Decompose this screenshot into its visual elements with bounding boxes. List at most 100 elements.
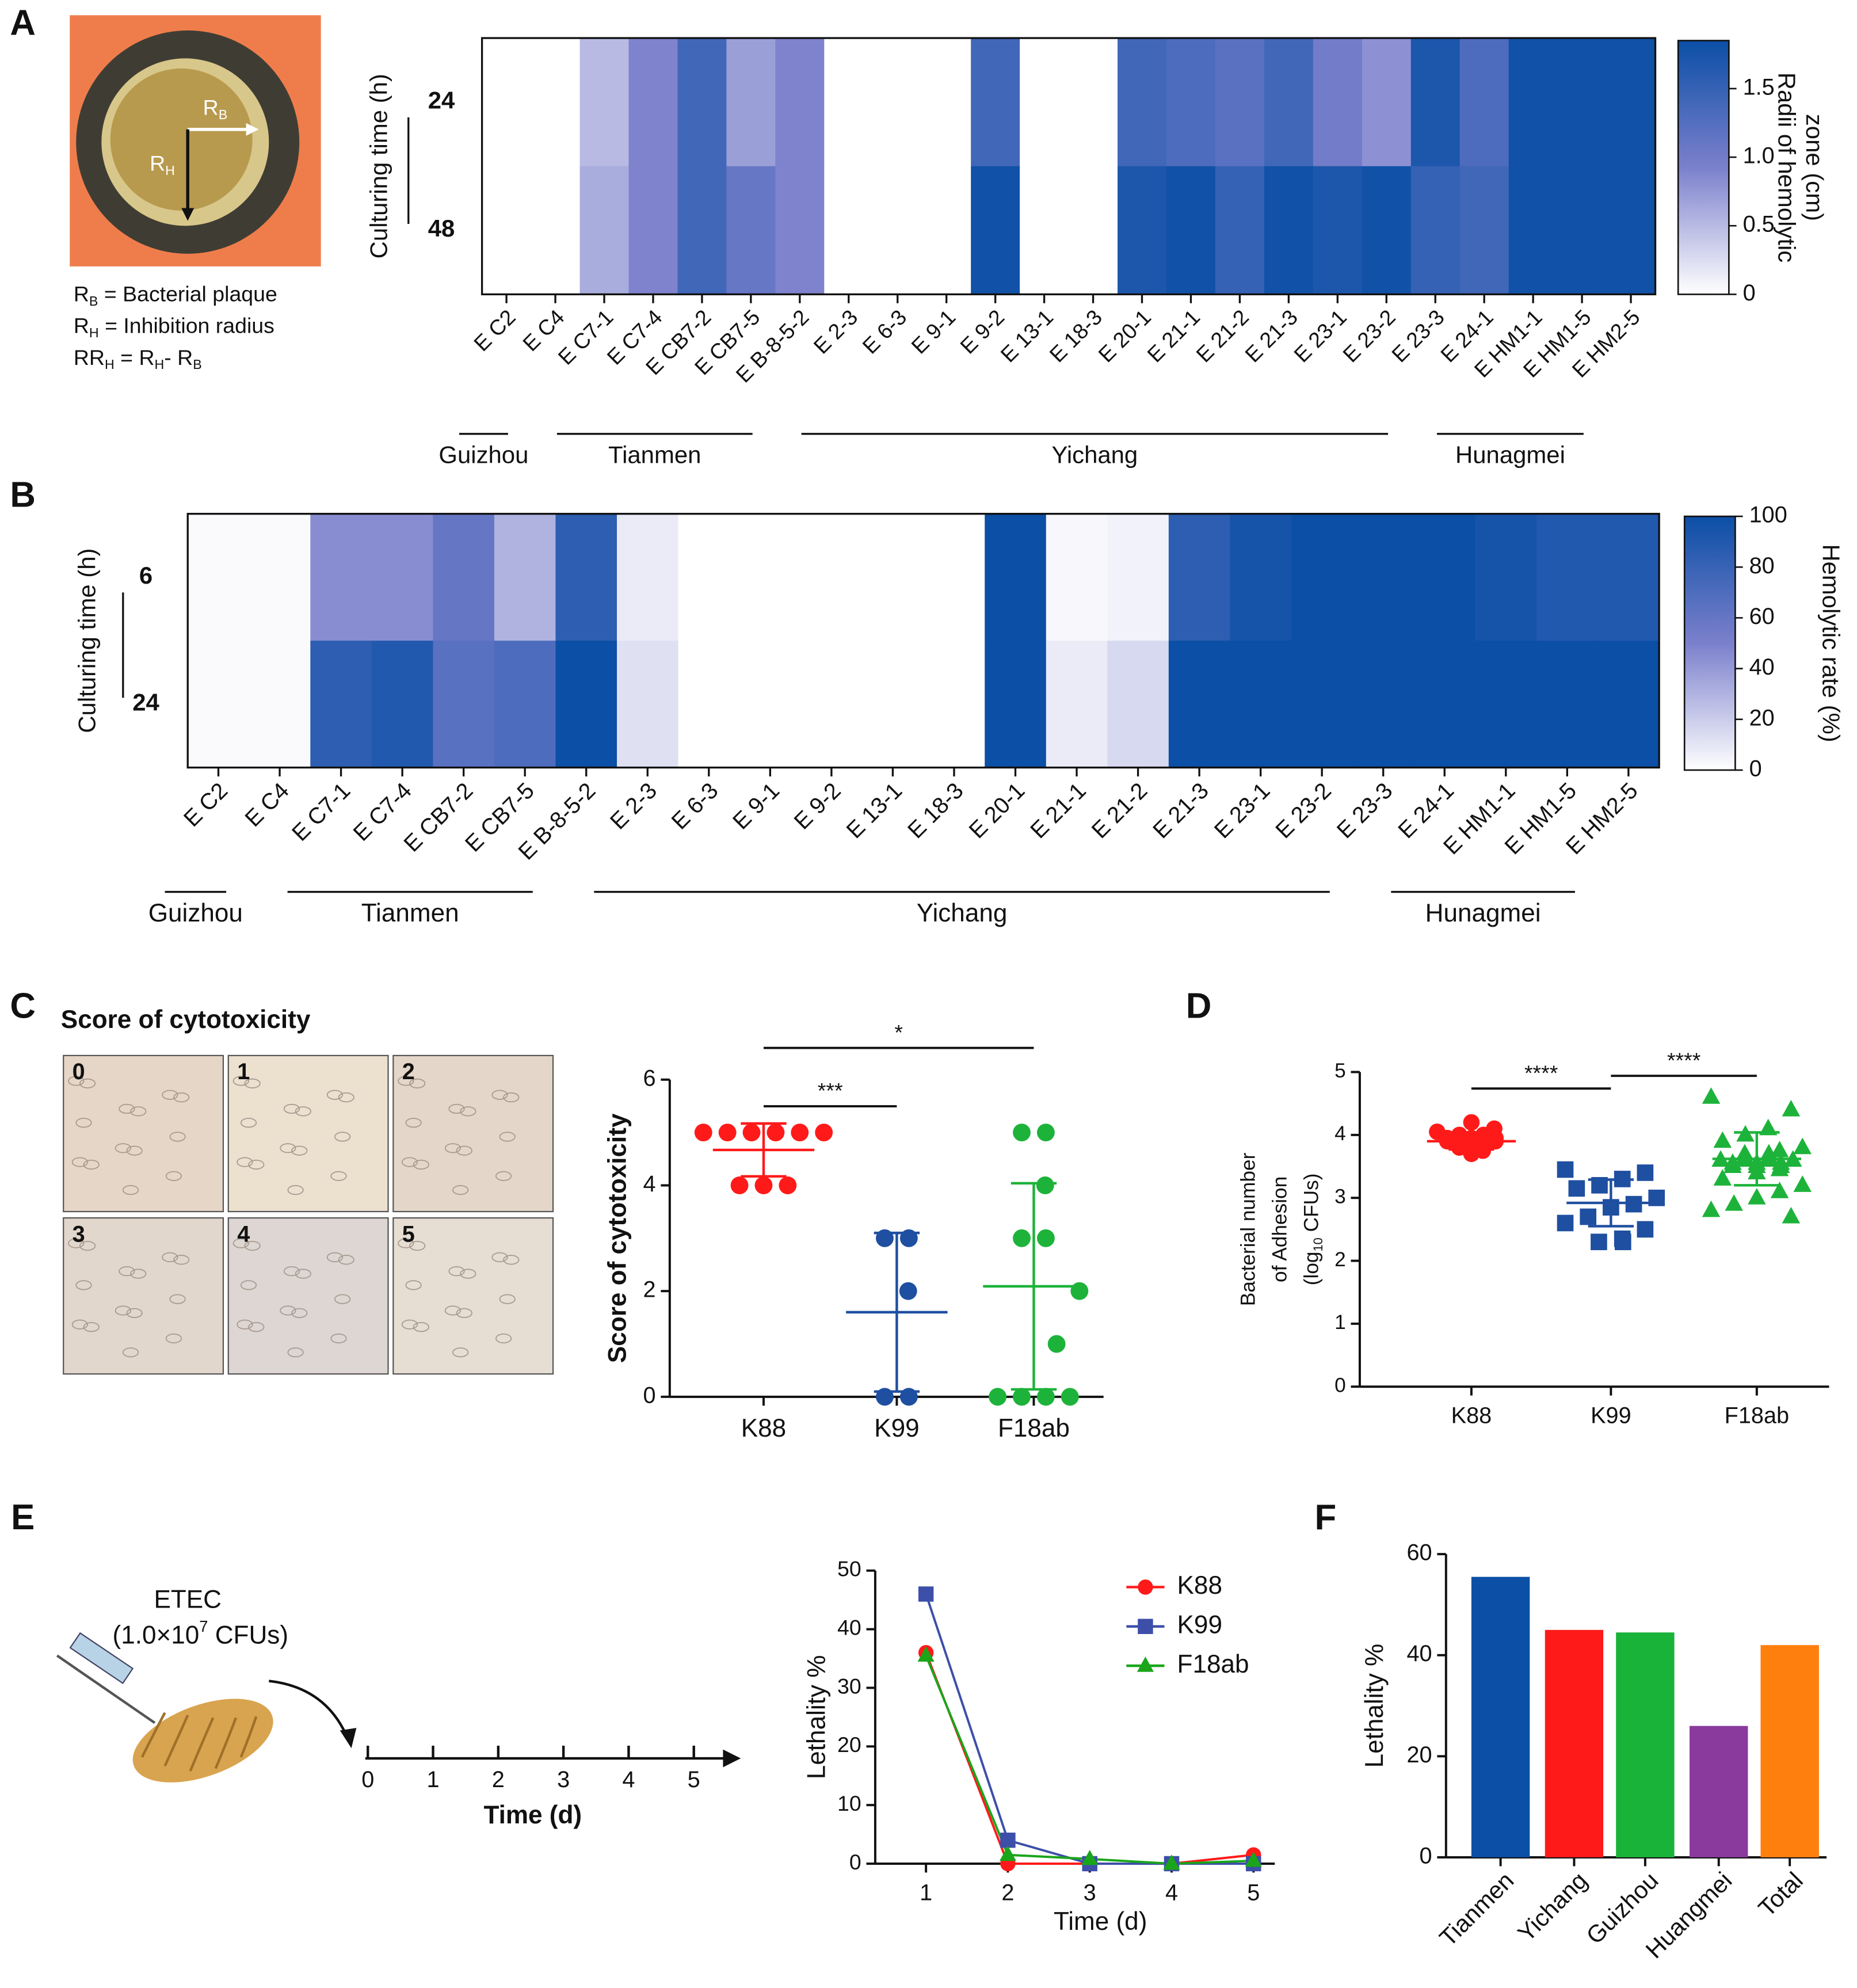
cell <box>240 1118 257 1128</box>
cell <box>409 1240 426 1251</box>
data-point <box>1748 1188 1766 1205</box>
cell <box>295 1106 311 1117</box>
heatmap-border <box>481 37 1657 296</box>
plate-legend: RH = Inhibition radius <box>74 314 274 340</box>
data-point <box>1070 1282 1089 1300</box>
data-point <box>1725 1194 1743 1211</box>
data-point <box>1702 1087 1721 1104</box>
images-title: Score of cytotoxicity <box>61 1006 311 1034</box>
cell <box>499 1132 516 1142</box>
x-tick-label: E C7-1 <box>287 778 355 846</box>
heat-cell <box>1352 513 1415 642</box>
y-axis-label: of Adhesion <box>1269 1176 1291 1282</box>
x-tick-label: 2 <box>1001 1880 1014 1905</box>
legend-label: F18ab <box>1177 1650 1249 1678</box>
cell <box>330 1333 347 1344</box>
heat-cell <box>1413 513 1476 642</box>
data-point <box>815 1124 833 1142</box>
text-part: (log <box>1301 1251 1323 1285</box>
x-tick-label: K99 <box>1591 1403 1631 1429</box>
cell-image <box>63 1054 224 1213</box>
image-label: 2 <box>402 1059 415 1084</box>
data-point <box>1013 1229 1031 1247</box>
text-part: H <box>165 163 175 178</box>
cell <box>401 1157 418 1167</box>
data-point <box>1591 1233 1607 1251</box>
heat-cell <box>531 38 581 167</box>
data-point <box>791 1124 809 1142</box>
heat-cell <box>923 641 986 768</box>
y-tick-label: 0 <box>1420 1843 1432 1868</box>
cell <box>244 1078 261 1088</box>
legend-label: K88 <box>1177 1571 1222 1599</box>
heat-cell <box>310 513 372 642</box>
heat-cell <box>1557 166 1607 295</box>
text-part: H <box>89 325 99 340</box>
timeline-label: 2 <box>492 1767 505 1792</box>
x-tick-label: F18ab <box>1725 1403 1789 1429</box>
cell <box>330 1171 347 1181</box>
colorbar-tick-label: 1.5 <box>1743 74 1775 100</box>
cell <box>126 1308 143 1318</box>
group-label: Yichang <box>1051 441 1138 469</box>
heat-cell <box>1118 38 1168 167</box>
data-point <box>1793 1175 1812 1192</box>
cell <box>448 1266 465 1277</box>
y-axis-label: Bacterial number <box>1237 1152 1259 1306</box>
cell-image <box>227 1217 389 1375</box>
bar <box>1760 1645 1819 1857</box>
heat-cell <box>1313 38 1363 167</box>
data-point <box>1759 1118 1778 1136</box>
data-point <box>1723 1156 1742 1174</box>
text-part: H <box>105 357 115 372</box>
cell <box>460 1269 476 1279</box>
group-label: Guizhou <box>148 899 243 927</box>
text-part: H <box>155 357 165 372</box>
y-tick-label: 4 <box>643 1171 656 1197</box>
cell <box>338 1092 354 1103</box>
row-label: 6 <box>139 562 152 589</box>
x-tick-label: E 2-3 <box>809 305 862 359</box>
data-point <box>1036 1229 1055 1247</box>
text-part: 10 <box>1311 1237 1325 1251</box>
group-label: Tianmen <box>608 441 701 469</box>
colorbar-tick-label: 0.5 <box>1743 212 1775 237</box>
heat-cell <box>579 166 630 295</box>
plate-legend: RB = Bacterial plaque <box>74 281 277 308</box>
colorbar-label: Hemolytic rate (%) <box>1817 544 1844 742</box>
heat-cell <box>775 166 825 295</box>
y-tick-label: 2 <box>643 1277 656 1303</box>
colorbar-tick-label: 0 <box>1749 756 1762 781</box>
image-label: 3 <box>73 1221 85 1247</box>
cell <box>126 1145 143 1156</box>
cell <box>165 1333 182 1344</box>
image-label: 0 <box>73 1059 85 1084</box>
cell <box>130 1269 147 1279</box>
heat-cell <box>1536 513 1599 642</box>
heat-cell <box>678 513 741 642</box>
heat-cell <box>726 166 776 295</box>
cell <box>287 1185 304 1195</box>
image-label: 5 <box>402 1221 415 1247</box>
text-part: = R <box>115 345 155 370</box>
cell <box>232 1238 249 1248</box>
x-tick-label: E 21-3 <box>1240 305 1302 367</box>
heat-cell <box>1118 166 1168 295</box>
cell <box>248 1322 265 1332</box>
group-label: Tianmen <box>361 899 459 927</box>
heat-cell <box>1459 166 1509 295</box>
heat-cell <box>800 513 863 642</box>
heat-cell <box>677 38 727 167</box>
plaque <box>110 68 253 211</box>
plate-photo <box>70 15 321 266</box>
heat-cell <box>555 641 618 768</box>
heat-cell <box>726 38 776 167</box>
panel-label: A <box>10 3 36 43</box>
heat-cell <box>1168 513 1231 642</box>
significance: * <box>894 1020 903 1044</box>
text-part: B <box>193 357 202 372</box>
y-tick-label: 50 <box>837 1557 861 1581</box>
data-point <box>1580 1208 1597 1225</box>
cell <box>503 1092 520 1103</box>
